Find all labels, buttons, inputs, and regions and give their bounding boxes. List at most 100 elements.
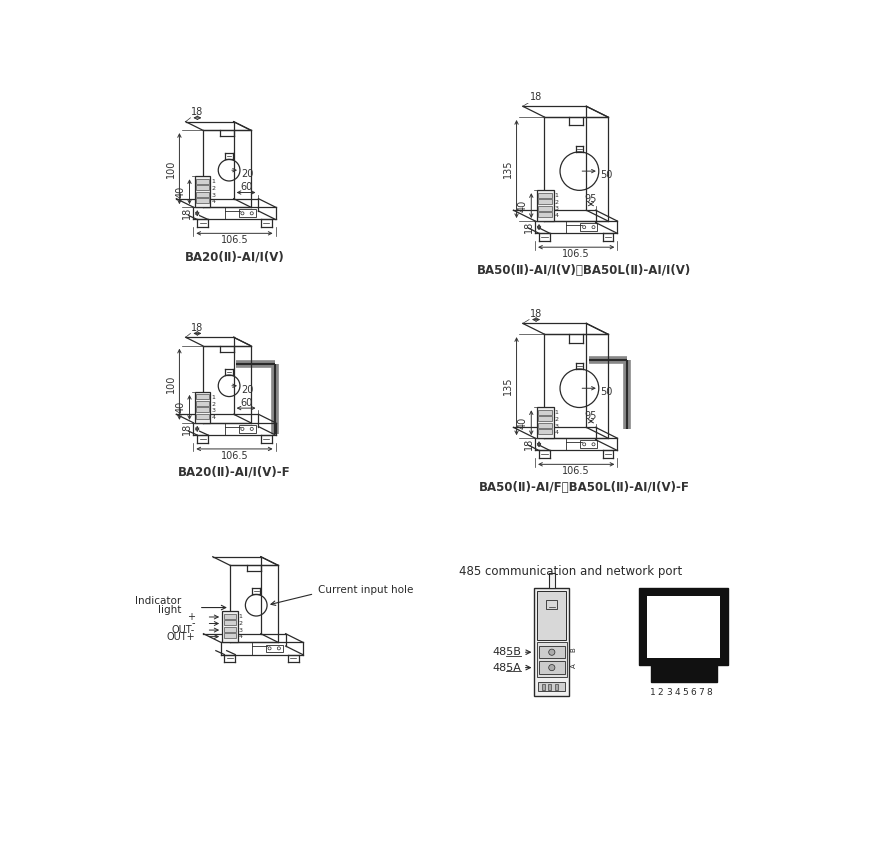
Text: 4: 4 bbox=[211, 199, 215, 204]
Text: 40: 40 bbox=[517, 416, 528, 429]
Bar bbox=[224, 620, 236, 625]
Text: 485B: 485B bbox=[492, 648, 521, 657]
Bar bbox=[238, 425, 255, 433]
Bar bbox=[266, 644, 283, 652]
Text: 3: 3 bbox=[555, 206, 558, 212]
Text: 100: 100 bbox=[166, 375, 176, 393]
Text: 3: 3 bbox=[238, 628, 242, 633]
Text: BA20(Ⅱ)-AI/I(V)-F: BA20(Ⅱ)-AI/I(V)-F bbox=[178, 466, 291, 479]
Bar bbox=[581, 224, 598, 231]
Bar bbox=[224, 614, 236, 618]
Text: 4: 4 bbox=[211, 415, 215, 420]
Bar bbox=[224, 627, 236, 632]
Bar bbox=[542, 684, 546, 690]
Bar bbox=[537, 408, 554, 438]
Bar bbox=[224, 633, 236, 638]
Text: 50: 50 bbox=[600, 170, 613, 180]
Text: 2: 2 bbox=[658, 688, 663, 697]
Polygon shape bbox=[647, 596, 720, 658]
Text: 2: 2 bbox=[211, 402, 215, 407]
Bar bbox=[547, 600, 557, 609]
Text: 18: 18 bbox=[191, 323, 203, 333]
Text: light: light bbox=[159, 605, 182, 615]
Text: 4: 4 bbox=[555, 213, 558, 218]
Text: 2: 2 bbox=[238, 621, 242, 626]
Polygon shape bbox=[639, 588, 728, 682]
Text: 18: 18 bbox=[530, 310, 542, 319]
Text: 100: 100 bbox=[166, 159, 176, 178]
Text: 1: 1 bbox=[211, 180, 215, 184]
Bar bbox=[196, 408, 209, 412]
Text: 1: 1 bbox=[650, 688, 655, 697]
Text: B: B bbox=[571, 648, 577, 652]
Text: OUT-: OUT- bbox=[172, 625, 195, 635]
Text: 40: 40 bbox=[176, 402, 185, 414]
Text: 1: 1 bbox=[555, 410, 558, 415]
Text: 60: 60 bbox=[240, 182, 252, 192]
Bar bbox=[196, 414, 209, 419]
Text: 106.5: 106.5 bbox=[563, 466, 590, 476]
Text: 135: 135 bbox=[503, 160, 513, 178]
Text: 18: 18 bbox=[530, 92, 542, 102]
Text: 106.5: 106.5 bbox=[220, 236, 248, 245]
Bar bbox=[539, 661, 564, 673]
Bar bbox=[238, 210, 255, 218]
Bar bbox=[538, 416, 552, 421]
Text: 18: 18 bbox=[182, 423, 192, 435]
Bar bbox=[538, 212, 552, 218]
Bar bbox=[196, 192, 209, 197]
Text: 135: 135 bbox=[503, 377, 513, 396]
Bar bbox=[196, 401, 209, 406]
Bar bbox=[555, 684, 557, 690]
Text: 50: 50 bbox=[600, 387, 613, 397]
Text: 3: 3 bbox=[211, 408, 215, 413]
Text: 20: 20 bbox=[242, 384, 254, 395]
Text: 18: 18 bbox=[523, 439, 534, 451]
Text: 485 communication and network port: 485 communication and network port bbox=[459, 565, 683, 578]
Bar bbox=[539, 646, 564, 659]
FancyBboxPatch shape bbox=[538, 592, 566, 640]
Bar bbox=[548, 573, 555, 588]
Text: 485A: 485A bbox=[492, 662, 521, 673]
Text: 2: 2 bbox=[555, 200, 558, 205]
Text: 7: 7 bbox=[699, 688, 704, 697]
Bar bbox=[538, 423, 552, 427]
Bar bbox=[538, 682, 565, 691]
Text: 3: 3 bbox=[211, 193, 215, 198]
Text: 3: 3 bbox=[555, 423, 558, 428]
Text: OUT+: OUT+ bbox=[167, 631, 195, 642]
Text: 95: 95 bbox=[585, 411, 597, 421]
Text: 1: 1 bbox=[211, 395, 215, 400]
Text: -: - bbox=[192, 618, 195, 629]
Text: 106.5: 106.5 bbox=[220, 451, 248, 461]
Text: 95: 95 bbox=[585, 194, 597, 204]
Text: 18: 18 bbox=[182, 207, 192, 219]
Text: BA50(Ⅱ)-AI/I(V)、BA50L(Ⅱ)-AI/I(V): BA50(Ⅱ)-AI/I(V)、BA50L(Ⅱ)-AI/I(V) bbox=[477, 264, 691, 277]
Text: 18: 18 bbox=[523, 221, 534, 233]
Text: BA50(Ⅱ)-AI/F、BA50L(Ⅱ)-AI/I(V)-F: BA50(Ⅱ)-AI/F、BA50L(Ⅱ)-AI/I(V)-F bbox=[478, 482, 689, 494]
Text: 5: 5 bbox=[683, 688, 688, 697]
Text: 4: 4 bbox=[555, 430, 558, 435]
Text: 1: 1 bbox=[238, 615, 242, 619]
Text: Current input hole: Current input hole bbox=[318, 585, 414, 595]
Text: 106.5: 106.5 bbox=[563, 249, 590, 259]
Text: 3: 3 bbox=[666, 688, 672, 697]
Text: A: A bbox=[571, 663, 577, 667]
Bar bbox=[196, 185, 209, 190]
Text: 4: 4 bbox=[674, 688, 680, 697]
Bar bbox=[538, 199, 552, 204]
Text: 2: 2 bbox=[555, 417, 558, 422]
Bar bbox=[196, 199, 209, 203]
Bar bbox=[537, 190, 554, 221]
Text: 18: 18 bbox=[191, 108, 203, 118]
Bar bbox=[222, 611, 237, 642]
Bar bbox=[534, 588, 569, 696]
Bar bbox=[195, 392, 211, 423]
Text: 8: 8 bbox=[707, 688, 712, 697]
Bar bbox=[195, 176, 211, 207]
Bar bbox=[538, 193, 552, 198]
Bar bbox=[196, 394, 209, 399]
Text: 6: 6 bbox=[691, 688, 696, 697]
Text: 60: 60 bbox=[240, 397, 252, 408]
Text: 1: 1 bbox=[555, 194, 558, 199]
